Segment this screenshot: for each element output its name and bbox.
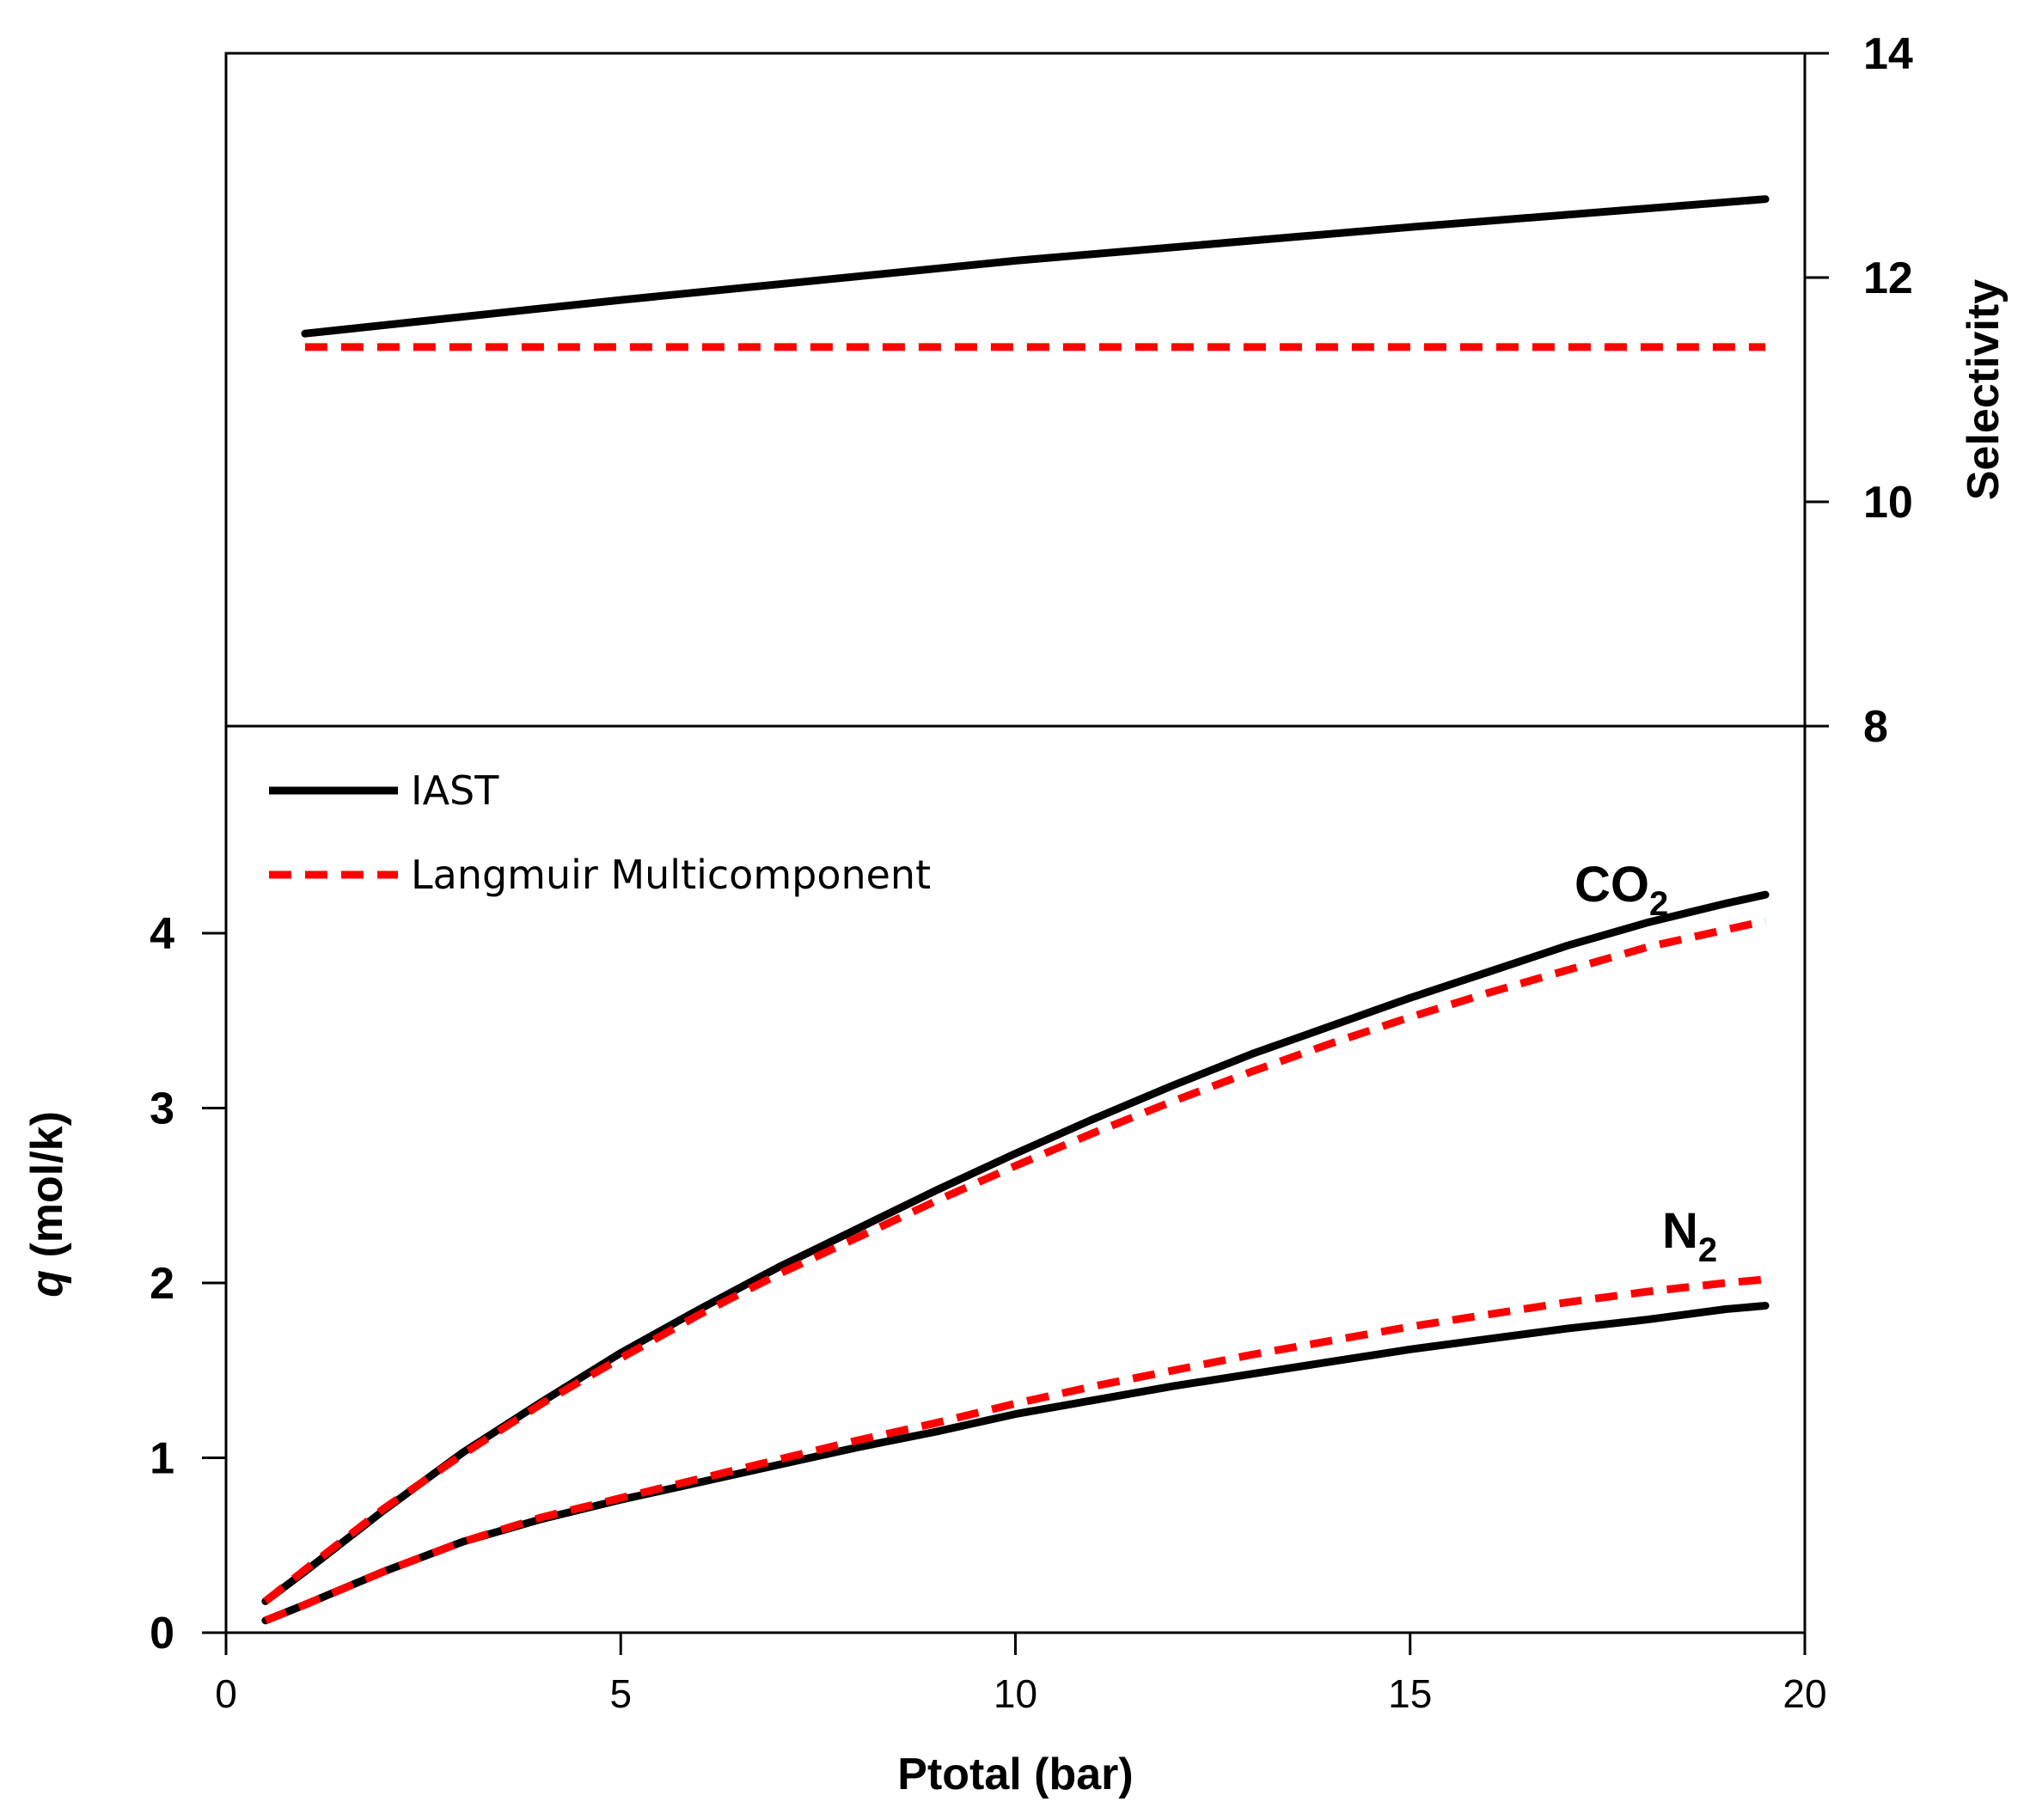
x-tick-label: 15: [1388, 1671, 1432, 1716]
q-tick-label: 2: [150, 1259, 174, 1309]
q-axis-title-symbol: q: [22, 1270, 72, 1298]
species-label-main: N: [1662, 1203, 1698, 1259]
langmuir-n2-line: [264, 1275, 1766, 1624]
selectivity-tick-label: 14: [1863, 29, 1913, 79]
species-label: CO2: [1574, 857, 1668, 923]
q-tick-label: 1: [150, 1434, 174, 1484]
legend: IAST Langmuir Multicomponent: [269, 767, 931, 898]
x-tick-label: 0: [215, 1671, 237, 1716]
q-tick-label: 0: [150, 1609, 174, 1658]
q-tick-label: 4: [150, 909, 174, 959]
legend-iast-label: IAST: [411, 767, 499, 814]
species-label-subscript: 2: [1698, 1231, 1717, 1269]
q-axis-title: q (mol/k): [22, 1111, 72, 1298]
selectivity-axis-title: Selectivity: [1959, 279, 2009, 500]
x-tick-label: 20: [1782, 1671, 1826, 1716]
selectivity-panel: 8 10 12 14 Selectivity: [224, 29, 2009, 752]
q-tick-label: 3: [150, 1084, 174, 1134]
x-axis-title: Ptotal (bar): [897, 1750, 1133, 1799]
species-label-subscript: 2: [1649, 885, 1668, 923]
selectivity-tick-label: 8: [1863, 702, 1888, 752]
loading-panel: 0 1 2 3 4 q (mol/k) 0 5 10 15 20 Ptotal (bar): [22, 724, 1827, 1799]
langmuir-co2-line: [263, 917, 1767, 1604]
species-label: N2: [1662, 1203, 1717, 1269]
selectivity-iast-line: [301, 195, 1770, 338]
x-tick-label: 10: [994, 1671, 1037, 1716]
iast-n2-line: [261, 1302, 1770, 1625]
legend-langmuir-label: Langmuir Multicomponent: [411, 852, 931, 898]
top-plot-frame: [224, 52, 1807, 728]
q-axis-title-unit: (mol/k): [22, 1111, 72, 1270]
species-label-main: CO: [1574, 857, 1649, 913]
x-tick-label: 5: [609, 1671, 632, 1716]
selectivity-tick-label: 12: [1863, 253, 1913, 303]
selectivity-tick-label: 10: [1863, 478, 1913, 528]
iast-co2-line: [261, 890, 1770, 1605]
